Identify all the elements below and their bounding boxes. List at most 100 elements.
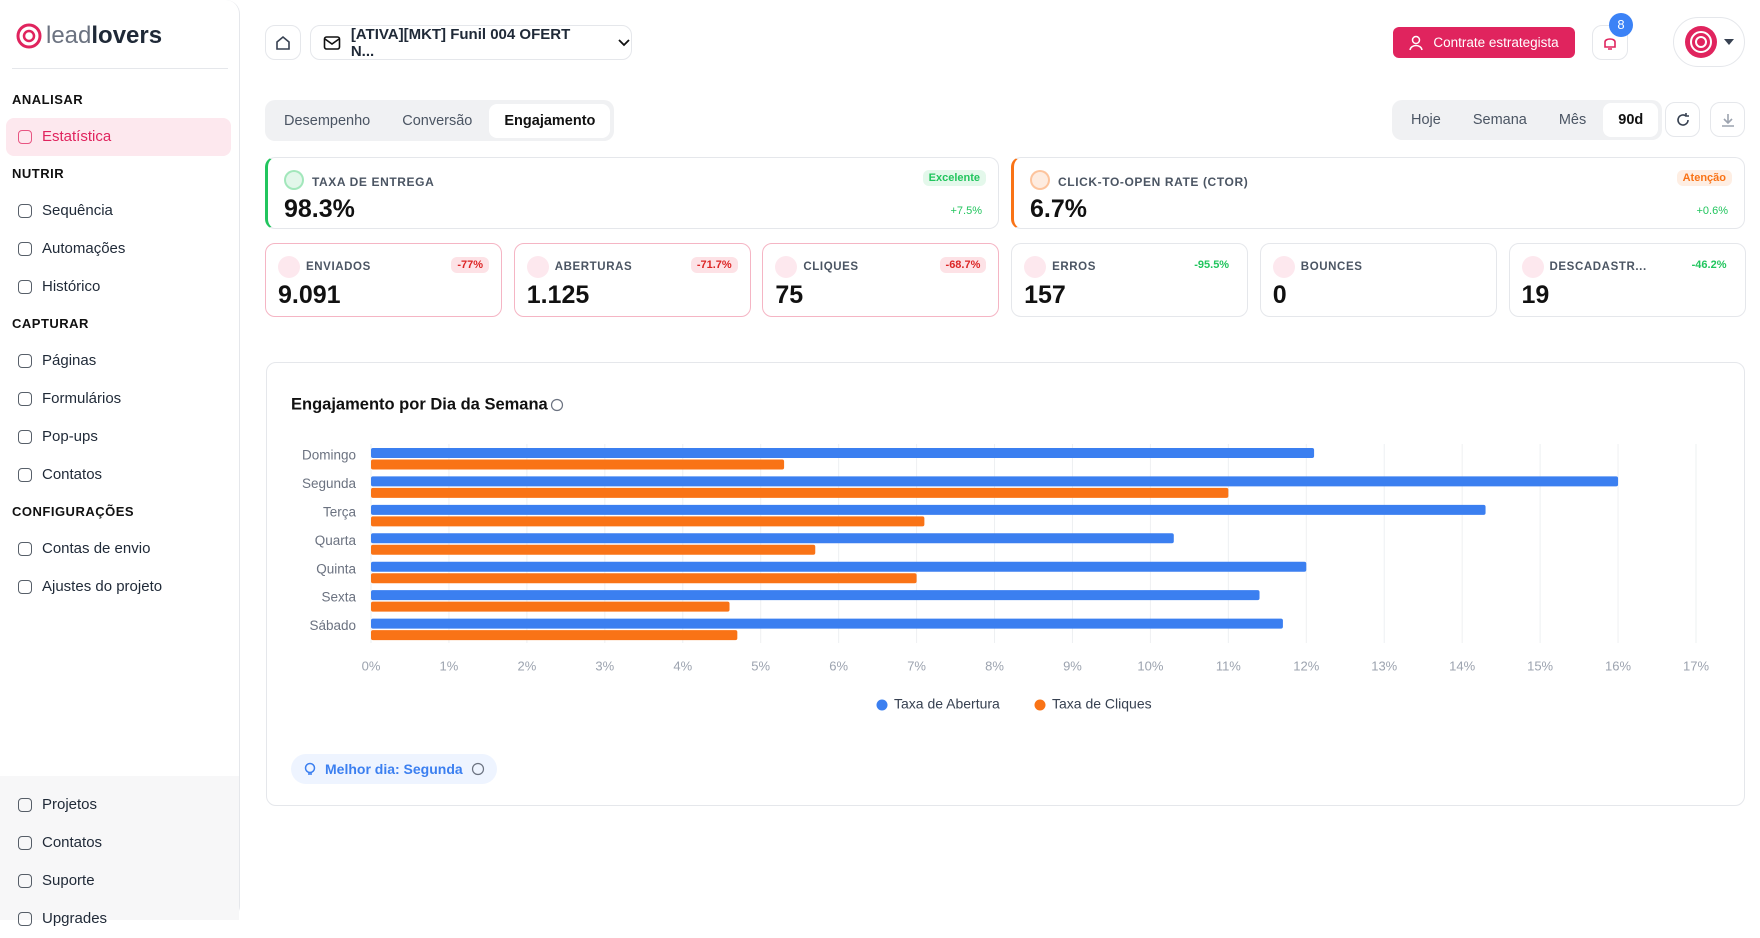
metric-value: 75: [775, 281, 804, 309]
nav-icon: [18, 392, 32, 406]
logo-icon: [16, 23, 42, 49]
y-tick-label: Domingo: [302, 448, 356, 463]
kpi-icon: [1030, 170, 1050, 190]
nav-label: Formulários: [42, 390, 122, 407]
metric-change: -77%: [451, 257, 489, 273]
kpi-badge: Excelente: [922, 170, 986, 186]
x-tick-label: 16%: [1605, 658, 1631, 673]
kpi-label: CLICK-TO-OPEN RATE (CTOR): [1058, 175, 1249, 189]
period-option[interactable]: 90d: [1603, 103, 1659, 137]
bar: [371, 533, 1174, 544]
x-tick-label: 8%: [985, 658, 1004, 673]
nav-icon: [18, 468, 32, 482]
nav-icon: [18, 130, 32, 144]
x-tick-label: 14%: [1449, 658, 1475, 673]
tab[interactable]: Engajamento: [489, 103, 611, 138]
y-tick-label: Sábado: [309, 618, 356, 633]
nav-icon: [18, 354, 32, 368]
refresh-icon: [1676, 112, 1689, 126]
period-option[interactable]: Hoje: [1411, 112, 1441, 128]
bar: [371, 544, 816, 555]
nav-item[interactable]: Sequência: [6, 192, 231, 230]
kpi-value: 98.3%: [284, 195, 355, 223]
period-option[interactable]: Semana: [1472, 112, 1527, 128]
chart-title: Engajamento por Dia da Semana: [291, 395, 549, 413]
nav-label: Páginas: [42, 352, 97, 369]
bar: [371, 590, 1260, 601]
logo-text: lovers: [91, 22, 163, 49]
metric-label: ERROS: [1052, 261, 1096, 273]
metric-icon: [278, 256, 300, 278]
nav-label: Ajustes do projeto: [42, 578, 163, 595]
nav-label: Projetos: [42, 796, 98, 813]
nav-item[interactable]: Estatística: [6, 118, 231, 156]
x-tick-label: 1%: [440, 658, 459, 673]
refresh-button[interactable]: [1665, 102, 1700, 137]
nav-section-title: NUTRIR: [12, 166, 65, 181]
nav-item[interactable]: Contatos: [6, 456, 231, 494]
y-tick-label: Sexta: [321, 590, 356, 605]
nav-section-title: ANALISAR: [12, 92, 84, 107]
nav-item[interactable]: Projetos: [6, 786, 231, 824]
nav-label: Estatística: [42, 128, 112, 145]
nav-item[interactable]: Ajustes do projeto: [6, 568, 231, 606]
nav-item[interactable]: Contatos: [6, 824, 231, 862]
cta-button[interactable]: Contrate estrategista: [1393, 27, 1575, 58]
nav-label: Pop-ups: [42, 428, 98, 445]
nav-icon: [18, 430, 32, 444]
nav-item[interactable]: Formulários: [6, 380, 231, 418]
download-icon: [1721, 113, 1734, 127]
kpi-badge: Atenção: [1676, 170, 1732, 186]
bar: [371, 618, 1283, 629]
metric-icon: [1024, 256, 1047, 278]
nav-label: Contatos: [42, 466, 103, 483]
nav-icon: [18, 242, 32, 256]
bar: [371, 448, 1315, 458]
period-option[interactable]: Mês: [1558, 112, 1587, 128]
nav-item[interactable]: Suporte: [6, 862, 231, 900]
metric-icon: [1272, 256, 1295, 278]
nav-item[interactable]: Contas de envio: [6, 530, 231, 568]
metric-value: 1.125: [526, 281, 590, 309]
metric-icon: [775, 256, 798, 278]
metric-card: CLIQUES 75 -68.7%: [762, 243, 1000, 317]
x-tick-label: 9%: [1063, 658, 1082, 673]
metric-icon: [526, 256, 549, 278]
notification-badge: 8: [1609, 13, 1633, 37]
insight-text: Melhor dia: Segunda: [325, 761, 463, 777]
caret: [1724, 39, 1734, 45]
nav-icon: [18, 836, 32, 850]
home-button[interactable]: [265, 25, 301, 60]
metric-change: -95.5%: [1194, 259, 1230, 271]
avatar-button[interactable]: [1673, 17, 1745, 67]
legend-label: Taxa de Cliques: [1052, 696, 1152, 712]
x-tick-label: 4%: [673, 658, 692, 673]
tab[interactable]: Desempenho: [284, 112, 371, 129]
nav-item[interactable]: Automações: [6, 230, 231, 268]
download-button[interactable]: [1710, 102, 1745, 137]
tab[interactable]: Conversão: [402, 112, 473, 129]
nav-item[interactable]: Upgrades: [6, 900, 231, 938]
sidebar-footer: Projetos Contatos Suporte Upgrades: [0, 776, 239, 927]
x-tick-label: 15%: [1527, 658, 1553, 673]
nav-icon: [18, 912, 32, 926]
metric-value: 0: [1272, 281, 1287, 309]
bar: [371, 561, 1307, 572]
period-selector: Hoje Semana Mês 90d: [1392, 100, 1663, 140]
legend-label: Taxa de Abertura: [894, 696, 1000, 712]
metric-change: -68.7%: [939, 257, 987, 273]
nav-label: Upgrades: [42, 910, 108, 927]
nav-item[interactable]: Histórico: [6, 268, 231, 306]
bar: [371, 487, 1229, 498]
bell-icon: [1604, 37, 1616, 50]
metric-label: DESCADASTR...: [1549, 261, 1647, 273]
metric-card: BOUNCES 0: [1259, 243, 1497, 317]
metric-label: ENVIADOS: [306, 261, 371, 273]
funnel-select[interactable]: [ATIVA][MKT] Funil 004 OFERT N...: [310, 25, 632, 60]
avatar: [1685, 26, 1717, 58]
x-tick-label: 13%: [1371, 658, 1397, 673]
nav-label: Histórico: [42, 278, 101, 295]
nav-item[interactable]: Páginas: [6, 342, 231, 380]
nav-item[interactable]: Pop-ups: [6, 418, 231, 456]
logo[interactable]: lead lovers: [16, 22, 162, 50]
